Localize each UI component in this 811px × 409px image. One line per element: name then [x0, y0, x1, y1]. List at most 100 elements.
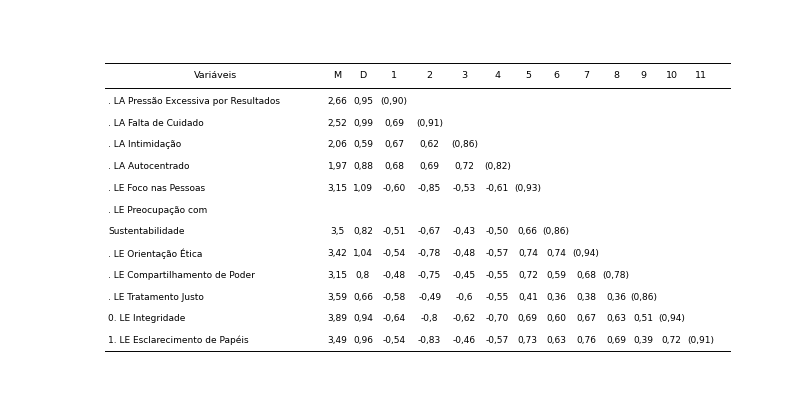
Text: . LA Falta de Cuidado: . LA Falta de Cuidado [109, 119, 204, 128]
Text: M: M [333, 71, 341, 80]
Text: 2,66: 2,66 [327, 97, 347, 106]
Text: (0,86): (0,86) [542, 227, 569, 236]
Text: -0,54: -0,54 [382, 336, 406, 345]
Text: 3,5: 3,5 [330, 227, 344, 236]
Text: 3,15: 3,15 [327, 184, 347, 193]
Text: 0,8: 0,8 [355, 271, 370, 280]
Text: 0,67: 0,67 [575, 315, 595, 324]
Text: 0,74: 0,74 [517, 249, 537, 258]
Text: (0,86): (0,86) [629, 292, 656, 301]
Text: -0,57: -0,57 [486, 336, 508, 345]
Text: -0,55: -0,55 [486, 271, 508, 280]
Text: 0,51: 0,51 [633, 315, 653, 324]
Text: (0,78): (0,78) [602, 271, 629, 280]
Text: 3,49: 3,49 [327, 336, 347, 345]
Text: -0,50: -0,50 [486, 227, 508, 236]
Text: 0,88: 0,88 [353, 162, 372, 171]
Text: 0,68: 0,68 [384, 162, 404, 171]
Text: 7: 7 [582, 71, 588, 80]
Text: 0,73: 0,73 [517, 336, 537, 345]
Text: 0,36: 0,36 [546, 292, 565, 301]
Text: . LE Tratamento Justo: . LE Tratamento Justo [109, 292, 204, 301]
Text: -0,61: -0,61 [486, 184, 508, 193]
Text: . LA Pressão Excessiva por Resultados: . LA Pressão Excessiva por Resultados [109, 97, 280, 106]
Text: 0,41: 0,41 [517, 292, 537, 301]
Text: . LE Compartilhamento de Poder: . LE Compartilhamento de Poder [109, 271, 255, 280]
Text: 0,96: 0,96 [353, 336, 372, 345]
Text: 10: 10 [665, 71, 677, 80]
Text: 0,74: 0,74 [546, 249, 565, 258]
Text: 0,38: 0,38 [575, 292, 595, 301]
Text: 0,82: 0,82 [353, 227, 372, 236]
Text: 0. LE Integridade: 0. LE Integridade [109, 315, 186, 324]
Text: -0,83: -0,83 [418, 336, 440, 345]
Text: (0,90): (0,90) [380, 97, 407, 106]
Text: 0,63: 0,63 [546, 336, 565, 345]
Text: -0,48: -0,48 [382, 271, 406, 280]
Text: 3: 3 [461, 71, 467, 80]
Text: . LE Preocupação com: . LE Preocupação com [109, 206, 208, 215]
Text: -0,67: -0,67 [418, 227, 440, 236]
Text: 4: 4 [494, 71, 500, 80]
Text: 0,67: 0,67 [384, 140, 404, 149]
Text: 2,52: 2,52 [327, 119, 347, 128]
Text: (0,91): (0,91) [686, 336, 713, 345]
Text: (0,86): (0,86) [450, 140, 477, 149]
Text: 0,69: 0,69 [605, 336, 625, 345]
Text: . LA Autocentrado: . LA Autocentrado [109, 162, 190, 171]
Text: 1. LE Esclarecimento de Papéis: 1. LE Esclarecimento de Papéis [109, 336, 249, 345]
Text: 0,95: 0,95 [353, 97, 372, 106]
Text: 6: 6 [552, 71, 559, 80]
Text: 0,72: 0,72 [517, 271, 537, 280]
Text: -0,54: -0,54 [382, 249, 406, 258]
Text: 1,09: 1,09 [353, 184, 372, 193]
Text: -0,58: -0,58 [382, 292, 406, 301]
Text: 8: 8 [612, 71, 618, 80]
Text: -0,53: -0,53 [452, 184, 475, 193]
Text: -0,70: -0,70 [486, 315, 508, 324]
Text: -0,64: -0,64 [382, 315, 406, 324]
Text: (0,91): (0,91) [416, 119, 443, 128]
Text: -0,62: -0,62 [453, 315, 475, 324]
Text: 1,04: 1,04 [353, 249, 372, 258]
Text: 3,42: 3,42 [327, 249, 347, 258]
Text: 0,60: 0,60 [546, 315, 565, 324]
Text: 3,59: 3,59 [327, 292, 347, 301]
Text: Variáveis: Variáveis [194, 71, 237, 80]
Text: 0,68: 0,68 [575, 271, 595, 280]
Text: -0,51: -0,51 [382, 227, 406, 236]
Text: D: D [359, 71, 366, 80]
Text: . LA Intimidação: . LA Intimidação [109, 140, 182, 149]
Text: -0,45: -0,45 [453, 271, 475, 280]
Text: -0,75: -0,75 [418, 271, 440, 280]
Text: 2: 2 [426, 71, 432, 80]
Text: -0,55: -0,55 [486, 292, 508, 301]
Text: (0,82): (0,82) [483, 162, 510, 171]
Text: -0,78: -0,78 [418, 249, 440, 258]
Text: 0,59: 0,59 [353, 140, 372, 149]
Text: 0,72: 0,72 [454, 162, 474, 171]
Text: 0,69: 0,69 [419, 162, 439, 171]
Text: 11: 11 [693, 71, 706, 80]
Text: 0,36: 0,36 [605, 292, 625, 301]
Text: -0,6: -0,6 [455, 292, 473, 301]
Text: -0,85: -0,85 [418, 184, 440, 193]
Text: 0,69: 0,69 [384, 119, 404, 128]
Text: -0,43: -0,43 [453, 227, 475, 236]
Text: 3,15: 3,15 [327, 271, 347, 280]
Text: (0,94): (0,94) [572, 249, 599, 258]
Text: 0,59: 0,59 [546, 271, 565, 280]
Text: 0,66: 0,66 [353, 292, 372, 301]
Text: 9: 9 [640, 71, 646, 80]
Text: 3,89: 3,89 [327, 315, 347, 324]
Text: 0,76: 0,76 [575, 336, 595, 345]
Text: -0,46: -0,46 [453, 336, 475, 345]
Text: 0,62: 0,62 [419, 140, 439, 149]
Text: 5: 5 [524, 71, 530, 80]
Text: 0,72: 0,72 [661, 336, 680, 345]
Text: -0,57: -0,57 [486, 249, 508, 258]
Text: . LE Foco nas Pessoas: . LE Foco nas Pessoas [109, 184, 205, 193]
Text: (0,94): (0,94) [658, 315, 684, 324]
Text: -0,8: -0,8 [420, 315, 438, 324]
Text: (0,93): (0,93) [513, 184, 541, 193]
